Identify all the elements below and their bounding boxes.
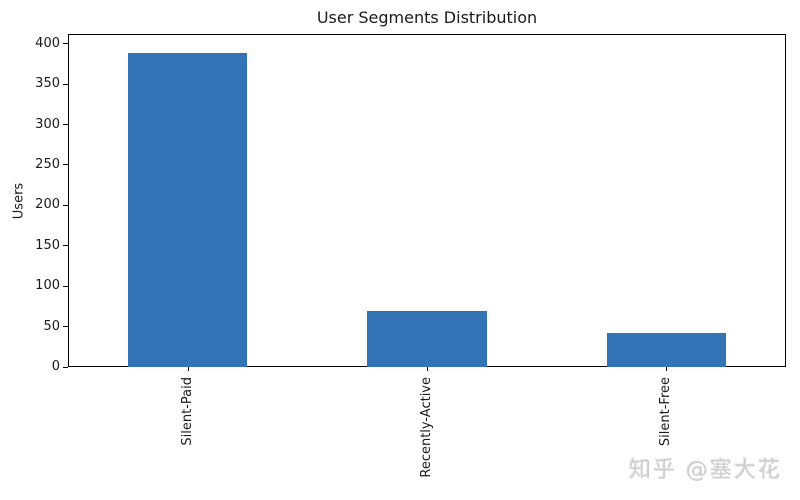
y-tick-label: 0 bbox=[51, 359, 60, 374]
y-tick-label: 200 bbox=[35, 197, 60, 213]
y-tick-label: 50 bbox=[43, 318, 60, 334]
y-tick-mark bbox=[63, 43, 68, 45]
x-tick-mark bbox=[427, 367, 428, 371]
y-tick-label: 300 bbox=[35, 116, 60, 132]
y-tick-mark bbox=[63, 366, 68, 368]
y-tick-mark bbox=[63, 124, 68, 126]
y-tick-label: 100 bbox=[35, 278, 60, 294]
bar bbox=[606, 333, 727, 367]
y-tick-label: 250 bbox=[35, 156, 60, 172]
bar bbox=[367, 311, 487, 367]
y-tick-label: 150 bbox=[35, 237, 60, 253]
y-tick-mark bbox=[63, 326, 68, 328]
x-tick-label: Silent-Free bbox=[658, 377, 674, 447]
chart-title: User Segments Distribution bbox=[316, 8, 538, 27]
x-tick-label: Silent-Paid bbox=[179, 377, 195, 446]
x-tick-mark bbox=[187, 367, 189, 371]
watermark: 知乎 @塞大花 bbox=[629, 458, 782, 483]
y-tick-mark bbox=[63, 164, 68, 166]
y-tick-mark bbox=[63, 83, 68, 85]
x-tick-label: Recently-Active bbox=[419, 377, 434, 478]
y-tick-mark bbox=[63, 204, 68, 206]
y-tick-mark bbox=[63, 285, 68, 287]
y-tick-mark bbox=[63, 245, 68, 247]
y-tick-label: 350 bbox=[35, 76, 60, 92]
y-tick-label: 400 bbox=[35, 35, 60, 51]
bar bbox=[127, 52, 248, 367]
x-tick-mark bbox=[666, 367, 668, 371]
